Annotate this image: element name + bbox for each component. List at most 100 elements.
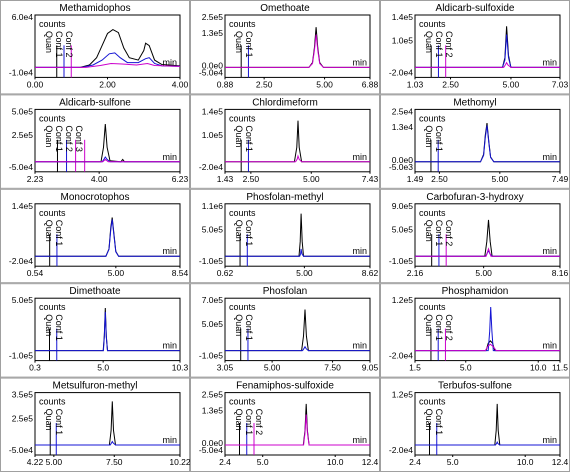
chart-panel-5: Chlordimeform 1.4e5 1.0e5 -2.0e4 1.43 2.50 5.0… bbox=[190, 94, 380, 189]
x-tick-label: 1.43 bbox=[217, 174, 234, 184]
series-trace-2 bbox=[35, 52, 181, 68]
x-tick-label: 4.22 bbox=[27, 457, 44, 467]
legend-entry: Conf 2 bbox=[64, 31, 74, 58]
chart-title: Metsulfuron-methyl bbox=[52, 381, 137, 392]
y-tick-label: -1.0e4 bbox=[9, 67, 33, 77]
chart-panel-6: Methomyl 2.5e4 1.3e4 0.0e0-5.0e3 1.49 2.50 5.0… bbox=[380, 94, 570, 189]
legend-entry: Conf 2 bbox=[444, 31, 454, 58]
y-tick-label: 1.3e4 bbox=[392, 122, 414, 132]
y-tick-label: 0.0e0 bbox=[392, 155, 414, 165]
legend-entry: Conf 1 bbox=[434, 314, 444, 341]
x-tick-label: 5.0 bbox=[257, 457, 269, 467]
series-trace-1 bbox=[35, 29, 181, 68]
x-tick-label: 5.0 bbox=[97, 363, 109, 373]
legend-entry: Conf 1 bbox=[244, 125, 254, 152]
x-unit-label: min bbox=[162, 435, 177, 445]
legend-entry: Conf 2 bbox=[64, 125, 74, 152]
y-tick-label: 1.4e5 bbox=[392, 12, 414, 22]
x-tick-label: 2.4 bbox=[409, 457, 421, 467]
y-tick-label: -1.0e5 bbox=[389, 256, 413, 266]
y-unit-label: counts bbox=[39, 302, 66, 312]
chart-title: Aldicarb-sulfoxide bbox=[436, 3, 515, 14]
y-tick-label: 2.5e5 bbox=[12, 413, 34, 423]
legend-entry: Conf 1 bbox=[54, 314, 64, 341]
chart-panel-7: Monocrotophos 1.4e5 -2.0e4 0.54 5.00 8.54 coun… bbox=[0, 188, 190, 284]
y-tick-label: -2.0e4 bbox=[389, 67, 413, 77]
y-unit-label: counts bbox=[39, 113, 66, 123]
x-tick-label: 5.00 bbox=[492, 174, 509, 184]
y-tick-label: 1.1e6 bbox=[202, 201, 224, 211]
series-trace-2 bbox=[35, 440, 180, 446]
x-tick-label: 2.50 bbox=[442, 79, 459, 89]
x-tick-label: 1.5 bbox=[409, 363, 421, 373]
y-unit-label: counts bbox=[419, 113, 446, 123]
x-tick-label: 0.54 bbox=[27, 268, 44, 278]
y-unit-label: counts bbox=[229, 19, 256, 29]
y-tick-label: 2.5e5 bbox=[12, 130, 34, 140]
y-tick-label: -5.0e4 bbox=[9, 445, 33, 455]
legend-entry: Quan bbox=[424, 125, 434, 147]
legend-entry: Conf 1 bbox=[244, 31, 254, 58]
series-trace-3 bbox=[35, 158, 180, 163]
y-tick-label: 7.0e5 bbox=[202, 295, 224, 305]
series-trace-2 bbox=[35, 311, 180, 352]
x-tick-label: 10.0 bbox=[517, 457, 534, 467]
chart-panel-10: Dimethoate 5.0e5 -1.0e5 0.3 5.0 10.3 counts min… bbox=[0, 283, 190, 378]
y-unit-label: counts bbox=[39, 397, 66, 407]
legend-entry: Conf 3 bbox=[74, 125, 84, 152]
y-unit-label: counts bbox=[229, 113, 256, 123]
legend-entry: Conf 1 bbox=[244, 314, 254, 341]
legend-entry: Quan bbox=[424, 314, 434, 336]
chart-title: Chlordimeform bbox=[252, 97, 318, 108]
x-tick-label: 4.00 bbox=[172, 79, 189, 89]
x-unit-label: min bbox=[352, 435, 367, 445]
legend-entry: Quan bbox=[44, 31, 54, 53]
x-unit-label: min bbox=[542, 57, 557, 67]
y-unit-label: counts bbox=[419, 397, 446, 407]
chart-panel-2: Omethoate 2.5e5 1.3e5 0.0e0-5.0e4 0.88 2.50 5.… bbox=[190, 0, 380, 95]
x-tick-label: 8.62 bbox=[362, 268, 379, 278]
legend-entry: Quan bbox=[424, 220, 434, 242]
x-tick-label: 5.0 bbox=[447, 457, 459, 467]
x-tick-label: 2.4 bbox=[219, 457, 231, 467]
y-tick-label: -1.0e5 bbox=[199, 351, 223, 361]
series-trace-1 bbox=[35, 123, 180, 163]
x-unit-label: min bbox=[162, 152, 177, 162]
series-trace-2 bbox=[35, 219, 180, 257]
y-tick-label: -1.0e5 bbox=[9, 351, 33, 361]
legend-entry: Quan bbox=[234, 314, 244, 336]
chart-panel-12: Phosphamidon 1.2e5 -2.0e4 1.5 5.0 10.0 11.5 cou… bbox=[380, 283, 570, 378]
chart-title: Omethoate bbox=[260, 3, 310, 14]
chart-panel-13: Metsulfuron-methyl 3.5e5 2.5e5 -5.0e4 4.22 5.… bbox=[0, 377, 191, 472]
x-tick-label: 10.22 bbox=[169, 457, 191, 467]
x-tick-label: 8.54 bbox=[172, 268, 189, 278]
x-tick-label: 5.00 bbox=[296, 268, 313, 278]
x-tick-label: 7.50 bbox=[324, 363, 341, 373]
y-tick-label: -5.0e4 bbox=[199, 67, 223, 77]
x-unit-label: min bbox=[542, 152, 557, 162]
y-tick-label: -5.0e4 bbox=[9, 162, 33, 172]
y-tick-label: -2.0e4 bbox=[389, 351, 413, 361]
chart-title: Methamidophos bbox=[59, 3, 130, 14]
x-tick-label: 2.23 bbox=[27, 174, 44, 184]
series-trace-2 bbox=[225, 345, 370, 352]
x-unit-label: min bbox=[542, 246, 557, 256]
chart-title: Terbufos-sulfone bbox=[438, 381, 512, 392]
x-tick-label: 9.05 bbox=[362, 363, 379, 373]
x-unit-label: min bbox=[352, 57, 367, 67]
legend-entry: Quan bbox=[424, 409, 434, 431]
x-unit-label: min bbox=[162, 341, 177, 351]
x-tick-label: 1.49 bbox=[407, 174, 424, 184]
x-tick-label: 1.03 bbox=[407, 79, 424, 89]
series-trace-2 bbox=[225, 154, 370, 163]
x-unit-label: min bbox=[162, 57, 177, 67]
chart-title: Methomyl bbox=[453, 97, 496, 108]
legend-entry: Quan bbox=[234, 125, 244, 147]
x-tick-label: 0.62 bbox=[217, 268, 234, 278]
y-tick-label: -2.0e4 bbox=[9, 256, 33, 266]
x-unit-label: min bbox=[542, 435, 557, 445]
chart-panel-3: Aldicarb-sulfoxide 1.4e5 1.0e5 -2.0e4 1.03 2.… bbox=[380, 0, 570, 95]
legend-entry: Conf 1 bbox=[434, 409, 444, 436]
y-tick-label: 6.0e4 bbox=[12, 12, 34, 22]
